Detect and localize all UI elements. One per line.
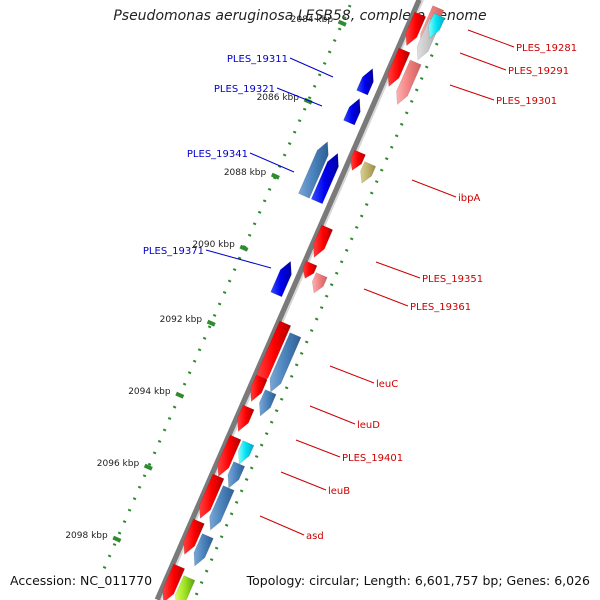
gene-arrow-minus[interactable]: [162, 563, 186, 600]
gene-label-minus[interactable]: leuC: [376, 379, 398, 390]
kbp-tick-mark: [337, 19, 347, 27]
gene-label-minus[interactable]: leuD: [357, 420, 380, 431]
gene-arrow-minus[interactable]: [259, 389, 277, 417]
gene-arrow-plus[interactable]: [310, 152, 339, 205]
gene-label-minus-leader: [459, 52, 507, 71]
gene-arrow-minus[interactable]: [360, 161, 377, 184]
gene-label-plus[interactable]: PLES_19341: [187, 149, 248, 160]
kbp-tick-mark: [175, 391, 185, 399]
gene-arrow-minus[interactable]: [269, 332, 302, 393]
gene-arrow-minus[interactable]: [237, 404, 255, 433]
gene-label-minus[interactable]: leuB: [328, 486, 350, 497]
gene-label-minus[interactable]: asd: [306, 531, 324, 542]
gene-arrow-minus[interactable]: [175, 575, 196, 600]
gene-label-plus-leader: [276, 87, 323, 107]
gene-arrow-minus[interactable]: [350, 149, 366, 171]
gene-arrow-minus[interactable]: [313, 224, 334, 259]
kbp-tick-label: 2094 kbp: [128, 387, 171, 397]
gene-arrow-minus[interactable]: [209, 485, 235, 531]
kbp-tick-mark: [112, 535, 122, 543]
gene-label-minus[interactable]: PLES_19401: [342, 453, 403, 464]
gene-arrow-minus[interactable]: [387, 47, 411, 88]
gene-label-minus[interactable]: PLES_19281: [516, 43, 577, 54]
kbp-tick-label: 2098 kbp: [65, 531, 108, 541]
gene-arrow-minus[interactable]: [311, 272, 328, 294]
accession-text: Accession: NC_011770: [10, 573, 153, 588]
gene-label-minus-leader: [411, 179, 457, 198]
kbp-tick-mark: [206, 319, 216, 327]
gene-label-plus[interactable]: PLES_19321: [214, 84, 275, 95]
gene-label-minus[interactable]: ibpA: [458, 193, 480, 204]
gene-label-plus[interactable]: PLES_19371: [143, 246, 204, 257]
gene-label-minus-leader: [309, 405, 356, 425]
gene-label-minus-leader: [280, 471, 327, 491]
genome-backbone: [154, 0, 424, 600]
gene-arrow-minus[interactable]: [217, 434, 242, 478]
gene-arrow-plus[interactable]: [298, 141, 329, 199]
gene-label-minus-leader: [259, 515, 305, 536]
kbp-tick-label: 2086 kbp: [257, 93, 300, 103]
gene-arrow-minus[interactable]: [183, 518, 205, 556]
gene-arrow-minus[interactable]: [428, 12, 446, 40]
kbp-tick-label: 2088 kbp: [224, 168, 267, 178]
kbp-tick-mark: [143, 463, 153, 471]
map-title: Pseudomonas aeruginosa LESB58, complete …: [113, 8, 487, 24]
kbp-tick-label: 2092 kbp: [160, 315, 203, 325]
gene-arrow-plus[interactable]: [343, 97, 361, 126]
gene-label-minus-leader: [449, 84, 495, 101]
gene-arrow-minus[interactable]: [405, 11, 427, 47]
gene-label-minus-leader: [329, 365, 375, 384]
gene-arrow-minus[interactable]: [193, 533, 214, 567]
gene-arrow-minus[interactable]: [237, 440, 255, 465]
kbp-tick-mark: [239, 244, 249, 252]
gene-arrow-minus[interactable]: [250, 374, 268, 403]
gene-label-minus-leader: [363, 288, 409, 307]
outer-tick-track: [192, 42, 439, 600]
kbp-tick-mark: [303, 97, 313, 105]
gene-arrow-minus[interactable]: [396, 59, 422, 106]
gene-label-minus[interactable]: PLES_19291: [508, 66, 569, 77]
kbp-tick-label: 2084 kbp: [291, 15, 334, 25]
gene-label-plus[interactable]: PLES_19311: [227, 54, 288, 65]
gene-arrow-minus[interactable]: [302, 260, 318, 279]
gene-arrow-plus[interactable]: [270, 260, 292, 298]
inner-tick-track: [102, 4, 352, 570]
gene-label-plus-leader: [249, 152, 295, 173]
gene-label-minus-leader: [295, 439, 341, 458]
gene-label-minus-leader: [375, 261, 421, 279]
gene-label-plus-leader: [289, 57, 334, 78]
gene-arrow-minus[interactable]: [199, 473, 225, 520]
kbp-tick-label: 2096 kbp: [97, 459, 140, 469]
kbp-tick-mark: [270, 172, 280, 180]
gene-label-plus-leader: [205, 249, 272, 269]
gene-label-minus[interactable]: PLES_19361: [410, 302, 471, 313]
gene-label-minus[interactable]: PLES_19351: [422, 274, 483, 285]
gene-label-minus[interactable]: PLES_19301: [496, 96, 557, 107]
gene-arrow-plus[interactable]: [356, 67, 374, 96]
kbp-tick-label: 2090 kbp: [192, 240, 235, 250]
genome-info-text: Topology: circular; Length: 6,601,757 bp…: [246, 573, 590, 588]
gene-arrow-minus[interactable]: [227, 461, 246, 489]
gene-label-minus-leader: [467, 29, 515, 48]
